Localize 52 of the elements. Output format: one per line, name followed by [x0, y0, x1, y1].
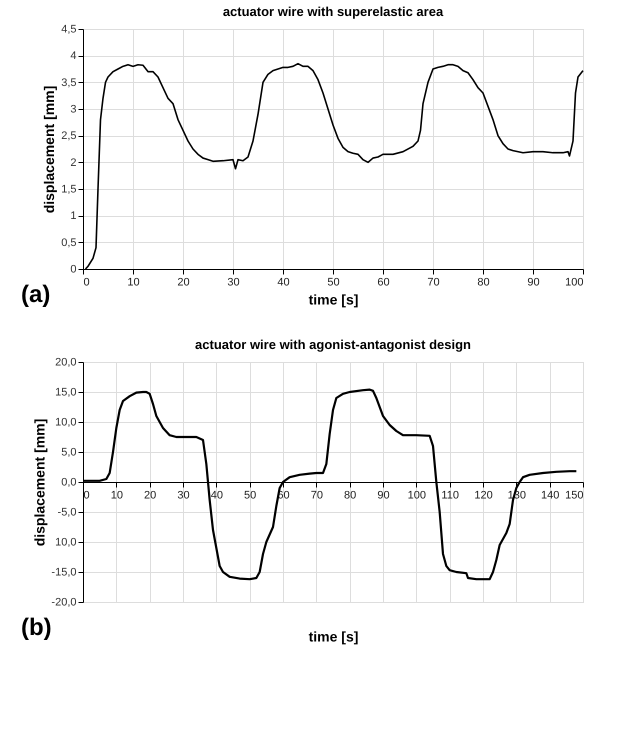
x-axis-title: time [s] — [308, 628, 358, 644]
x-tick-label: 120 — [474, 490, 493, 502]
y-tick-label: 2,5 — [61, 130, 76, 142]
x-tick-label: 20 — [144, 490, 156, 502]
x-tick-label: 80 — [477, 276, 490, 288]
y-tick-label: -15,0 — [51, 566, 76, 578]
x-tick-label: 60 — [377, 276, 390, 288]
y-tick-label: 0 — [70, 264, 76, 276]
y-tick-label: -5,0 — [58, 506, 76, 518]
x-tick-label: 10 — [127, 276, 140, 288]
text: (b) — [21, 614, 52, 641]
y-tick-label: 0,0 — [61, 476, 76, 488]
x-axis-title: time [s] — [308, 292, 358, 308]
x-tick-label: 110 — [441, 490, 459, 502]
x-tick-label: 30 — [227, 276, 240, 288]
y-tick-label: 2 — [70, 156, 76, 169]
y-tick-label: 1 — [70, 210, 76, 222]
x-tick-label: 20 — [177, 276, 190, 288]
x-tick-label: 150 — [565, 490, 584, 502]
x-tick-label: 80 — [344, 490, 356, 502]
text: (a) — [21, 281, 50, 308]
y-tick-label: 4,5 — [61, 24, 76, 36]
x-tick-label: 50 — [327, 276, 340, 288]
x-tick-label: 70 — [427, 276, 440, 288]
x-tick-label: 40 — [210, 490, 223, 502]
x-tick-label: 90 — [377, 490, 390, 502]
y-axis-title: displacement [mm] — [31, 418, 48, 546]
y-tick-label: 1,5 — [61, 184, 76, 196]
x-tick-label: 0 — [84, 490, 90, 502]
x-tick-label: 90 — [527, 276, 540, 288]
x-tick-label: 10 — [110, 490, 123, 502]
x-tick-label: 100 — [408, 490, 426, 502]
x-tick-label: 40 — [277, 276, 290, 288]
x-tick-label: 30 — [177, 490, 190, 502]
y-tick-label: 10,0 — [55, 536, 76, 548]
y-tick-label: 0,5 — [61, 236, 76, 249]
y-tick-label: 3,5 — [61, 76, 76, 89]
chart-title: actuator wire with agonist-antagonist design — [195, 337, 472, 352]
y-tick-label: 5,0 — [61, 446, 76, 458]
x-tick-label: 0 — [84, 276, 90, 288]
chart-title: actuator wire with superelastic area — [222, 4, 444, 19]
y-tick-label: 10,0 — [55, 416, 76, 428]
x-tick-label: 140 — [540, 490, 560, 502]
y-tick-label: 4 — [70, 50, 76, 62]
y-axis-title: displacement [mm] — [41, 86, 58, 214]
x-tick-label: 100 — [565, 276, 584, 288]
y-tick-label: 15,0 — [55, 386, 76, 398]
y-tick-label: 3 — [70, 104, 76, 116]
x-tick-label: 70 — [310, 490, 323, 502]
y-tick-label: 20,0 — [55, 356, 76, 368]
x-tick-label: 50 — [244, 490, 256, 502]
y-tick-label: -20,0 — [51, 596, 76, 608]
